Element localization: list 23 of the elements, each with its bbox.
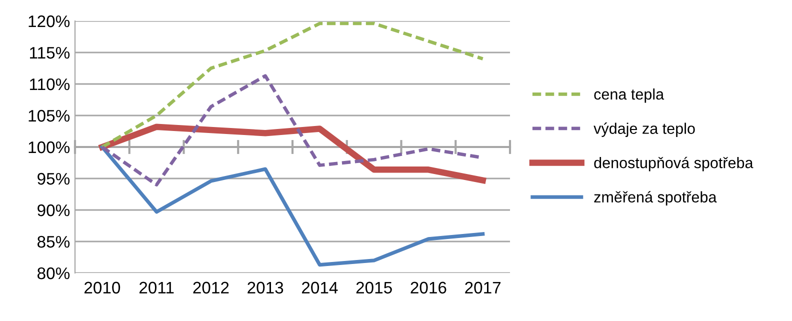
legend-label: výdaje za teplo xyxy=(594,122,695,137)
legend-label: denostupňová spotřeba xyxy=(594,156,754,172)
y-tick-label: 115% xyxy=(30,46,70,59)
x-tick-label: 2017 xyxy=(465,282,501,294)
y-tick-label: 95% xyxy=(38,172,70,185)
line-series xyxy=(100,145,485,267)
x-tick-label: 2012 xyxy=(193,282,229,294)
x-tick-label: 2015 xyxy=(356,282,392,294)
y-tick-label: 80% xyxy=(38,267,70,280)
x-tick-label: 2010 xyxy=(84,282,120,294)
y-tick-label: 120% xyxy=(28,15,70,28)
y-tick-label: 110% xyxy=(30,78,70,90)
x-tick-label: 2014 xyxy=(302,282,338,294)
legend-label: změřená spotřeba xyxy=(594,191,717,206)
y-tick-label: 100% xyxy=(28,141,70,154)
y-tick-label: 90% xyxy=(38,204,70,216)
x-tick-label: 2011 xyxy=(139,282,174,294)
y-tick-label: 105% xyxy=(28,110,70,122)
y-tick-label: 85% xyxy=(38,236,70,248)
legend-label: cena tepla xyxy=(594,88,664,103)
x-tick-label: 2013 xyxy=(248,282,284,294)
x-tick-label: 2016 xyxy=(410,282,446,294)
line-series xyxy=(100,22,484,149)
